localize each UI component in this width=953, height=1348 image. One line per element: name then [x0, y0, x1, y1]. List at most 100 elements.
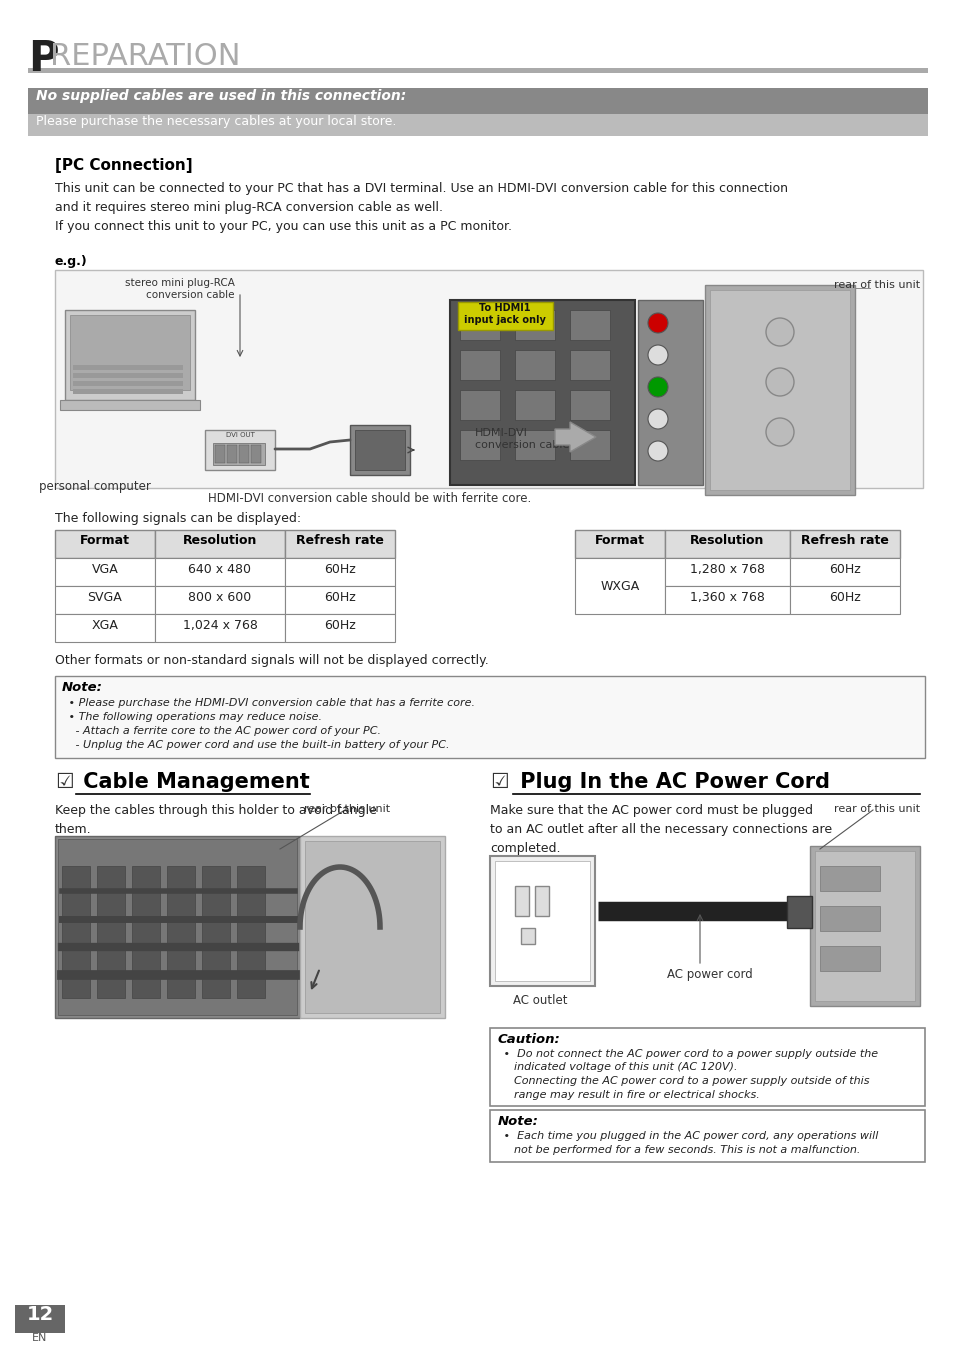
Bar — [55, 558, 154, 586]
Bar — [154, 586, 285, 613]
Text: e.g.): e.g.) — [55, 255, 88, 268]
Bar — [569, 310, 609, 340]
Bar — [569, 390, 609, 421]
Text: Note:: Note: — [62, 681, 103, 694]
Text: Keep the cables through this holder to avoid tangle
them.: Keep the cables through this holder to a… — [55, 803, 376, 836]
Bar — [285, 613, 395, 642]
Text: Caution:: Caution: — [497, 1033, 560, 1046]
Bar — [664, 530, 789, 558]
Text: •  Each time you plugged in the AC power cord, any operations will: • Each time you plugged in the AC power … — [499, 1131, 878, 1140]
Bar — [154, 613, 285, 642]
Bar — [459, 390, 499, 421]
Bar — [664, 586, 789, 613]
Text: Other formats or non-standard signals will not be displayed correctly.: Other formats or non-standard signals wi… — [55, 654, 488, 667]
Bar — [73, 390, 183, 394]
Bar — [227, 445, 236, 462]
Text: AC power cord: AC power cord — [666, 968, 752, 981]
Bar — [789, 586, 899, 613]
Text: rear of this unit: rear of this unit — [304, 803, 390, 814]
Circle shape — [765, 368, 793, 396]
Text: 60Hz: 60Hz — [324, 590, 355, 604]
Text: - Unplug the AC power cord and use the built-in battery of your PC.: - Unplug the AC power cord and use the b… — [65, 740, 449, 749]
Circle shape — [765, 318, 793, 346]
Bar — [70, 315, 190, 390]
Text: • Please purchase the HDMI-DVI conversion cable that has a ferrite core.: • Please purchase the HDMI-DVI conversio… — [65, 698, 475, 708]
Bar — [55, 613, 154, 642]
Bar — [490, 1109, 924, 1162]
Text: No supplied cables are used in this connection:: No supplied cables are used in this conn… — [36, 89, 406, 102]
Bar — [459, 430, 499, 460]
Text: HDMI-DVI
conversion cable: HDMI-DVI conversion cable — [475, 429, 569, 450]
Bar — [28, 67, 927, 73]
Text: Make sure that the AC power cord must be plugged
to an AC outlet after all the n: Make sure that the AC power cord must be… — [490, 803, 831, 855]
Bar — [73, 373, 183, 377]
Bar — [154, 558, 285, 586]
Text: • The following operations may reduce noise.: • The following operations may reduce no… — [65, 712, 322, 723]
Text: •  Do not connect the AC power cord to a power supply outside the: • Do not connect the AC power cord to a … — [499, 1049, 877, 1060]
Text: AC outlet: AC outlet — [512, 993, 567, 1007]
Bar — [789, 530, 899, 558]
Text: DVI OUT: DVI OUT — [225, 431, 254, 438]
Bar — [515, 350, 555, 380]
Text: personal computer: personal computer — [39, 480, 151, 493]
Bar — [251, 445, 261, 462]
Bar — [814, 851, 914, 1002]
Bar — [132, 865, 160, 998]
Bar — [575, 558, 664, 613]
Bar — [236, 865, 265, 998]
Text: 60Hz: 60Hz — [324, 619, 355, 632]
Text: The following signals can be displayed:: The following signals can be displayed: — [55, 512, 301, 524]
Circle shape — [647, 408, 667, 429]
Bar — [213, 443, 265, 465]
Bar — [58, 838, 296, 1015]
Text: [PC Connection]: [PC Connection] — [55, 158, 193, 173]
Bar — [515, 390, 555, 421]
Text: stereo mini plug-RCA
conversion cable: stereo mini plug-RCA conversion cable — [125, 278, 234, 299]
Bar — [704, 284, 854, 495]
Text: Refresh rate: Refresh rate — [801, 534, 888, 547]
Bar — [97, 865, 125, 998]
Bar — [515, 310, 555, 340]
Text: XGA: XGA — [91, 619, 118, 632]
Bar — [520, 927, 535, 944]
Text: rear of this unit: rear of this unit — [833, 803, 919, 814]
Circle shape — [647, 345, 667, 365]
Bar — [15, 1305, 65, 1333]
Text: To HDMI1
input jack only: To HDMI1 input jack only — [463, 303, 545, 325]
Text: Note:: Note: — [497, 1115, 538, 1128]
Circle shape — [647, 377, 667, 398]
Bar — [786, 896, 811, 927]
Bar — [205, 430, 274, 470]
Text: WXGA: WXGA — [599, 580, 639, 593]
Bar — [285, 530, 395, 558]
Bar — [55, 270, 923, 488]
Text: This unit can be connected to your PC that has a DVI terminal. Use an HDMI-DVI c: This unit can be connected to your PC th… — [55, 182, 787, 233]
Text: 640 x 480: 640 x 480 — [189, 563, 252, 576]
Text: VGA: VGA — [91, 563, 118, 576]
Bar — [285, 586, 395, 613]
Bar — [495, 861, 589, 981]
Text: not be performed for a few seconds. This is not a malfunction.: not be performed for a few seconds. This… — [499, 1144, 860, 1155]
Text: ☑: ☑ — [490, 772, 508, 793]
Bar — [28, 115, 927, 136]
Bar — [490, 1029, 924, 1105]
Bar — [820, 865, 879, 891]
Bar — [569, 430, 609, 460]
Text: Format: Format — [595, 534, 644, 547]
Text: Refresh rate: Refresh rate — [295, 534, 383, 547]
Bar — [709, 290, 849, 491]
Bar — [62, 865, 90, 998]
Bar — [299, 836, 444, 1018]
Bar — [350, 425, 410, 474]
Text: Format: Format — [80, 534, 130, 547]
Bar — [285, 558, 395, 586]
Text: 1,024 x 768: 1,024 x 768 — [182, 619, 257, 632]
Bar — [575, 530, 664, 558]
Bar — [450, 301, 635, 485]
Bar — [459, 310, 499, 340]
Bar — [459, 350, 499, 380]
Text: Resolution: Resolution — [690, 534, 764, 547]
Bar — [65, 310, 194, 400]
Text: 1,280 x 768: 1,280 x 768 — [689, 563, 764, 576]
Bar — [305, 841, 439, 1012]
